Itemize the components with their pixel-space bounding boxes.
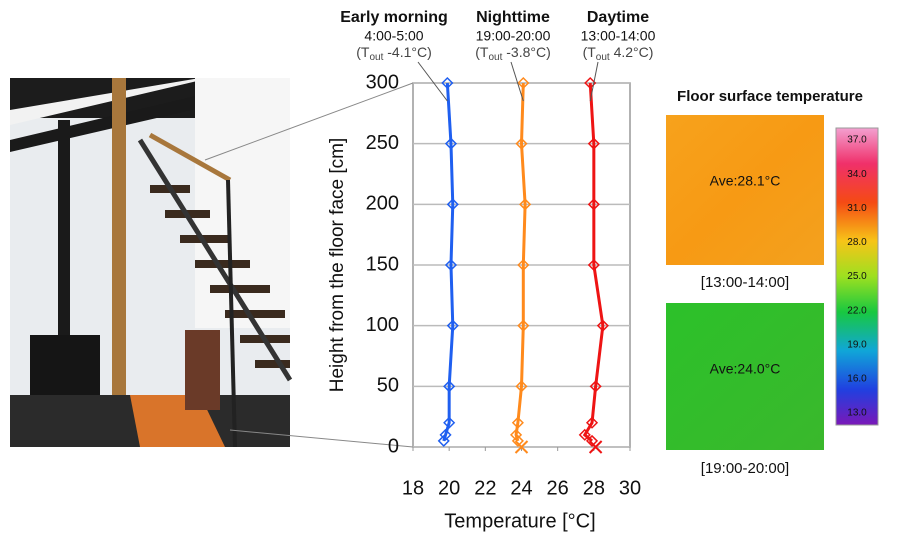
x-tick-label: 30 bbox=[619, 477, 641, 499]
series-condition: (Tout -4.1°C) bbox=[356, 44, 432, 63]
thermal-period: [13:00-14:00] bbox=[701, 274, 789, 291]
series-condition: (Tout 4.2°C) bbox=[583, 44, 654, 63]
thermal-period: [19:00-20:00] bbox=[701, 460, 789, 477]
scale-label: 25.0 bbox=[847, 271, 867, 282]
condition-subscript: out bbox=[488, 52, 502, 63]
x-tick-label: 26 bbox=[547, 477, 569, 499]
thermal-title: Floor surface temperature bbox=[677, 88, 863, 105]
condition-text: (T bbox=[583, 44, 597, 60]
series-label: Daytime bbox=[587, 9, 649, 26]
room-photo bbox=[10, 78, 290, 447]
scale-label: 37.0 bbox=[847, 135, 867, 146]
figure: Temperature [°C] Height from the floor f… bbox=[0, 0, 901, 537]
y-tick-label: 50 bbox=[377, 375, 399, 397]
condition-text: (T bbox=[475, 44, 489, 60]
x-tick-label: 18 bbox=[402, 477, 424, 499]
thermal-image bbox=[666, 115, 824, 265]
condition-text: -4.1°C) bbox=[383, 44, 431, 60]
y-tick-label: 0 bbox=[388, 435, 399, 457]
y-tick-label: 250 bbox=[366, 132, 399, 154]
y-tick-label: 300 bbox=[366, 71, 399, 93]
condition-text: (T bbox=[356, 44, 370, 60]
y-tick-label: 200 bbox=[366, 193, 399, 215]
condition-subscript: out bbox=[369, 52, 383, 63]
y-tick-label: 150 bbox=[366, 253, 399, 275]
x-tick-label: 20 bbox=[438, 477, 460, 499]
condition-subscript: out bbox=[596, 52, 610, 63]
thermal-average: Ave:28.1°C bbox=[710, 173, 781, 189]
thermal-average: Ave:24.0°C bbox=[710, 361, 781, 377]
series-label: Early morning bbox=[340, 9, 448, 26]
x-axis-title: Temperature [°C] bbox=[444, 510, 595, 532]
scale-label: 22.0 bbox=[847, 305, 867, 316]
scale-label: 34.0 bbox=[847, 169, 867, 180]
condition-text: -3.8°C) bbox=[502, 44, 550, 60]
scale-label: 28.0 bbox=[847, 237, 867, 248]
condition-text: 4.2°C) bbox=[610, 44, 654, 60]
series-label: Nighttime bbox=[476, 9, 550, 26]
scale-label: 19.0 bbox=[847, 339, 867, 350]
scale-label: 13.0 bbox=[847, 408, 867, 419]
x-tick-label: 22 bbox=[474, 477, 496, 499]
series-time: 4:00-5:00 bbox=[364, 28, 423, 44]
scale-label: 16.0 bbox=[847, 374, 867, 385]
x-tick-label: 28 bbox=[583, 477, 605, 499]
series-time: 19:00-20:00 bbox=[476, 28, 551, 44]
scale-label: 31.0 bbox=[847, 203, 867, 214]
series-condition: (Tout -3.8°C) bbox=[475, 44, 551, 63]
y-tick-label: 100 bbox=[366, 314, 399, 336]
x-tick-label: 24 bbox=[510, 477, 532, 499]
series-time: 13:00-14:00 bbox=[581, 28, 656, 44]
y-axis-title: Height from the floor face [cm] bbox=[327, 138, 348, 393]
